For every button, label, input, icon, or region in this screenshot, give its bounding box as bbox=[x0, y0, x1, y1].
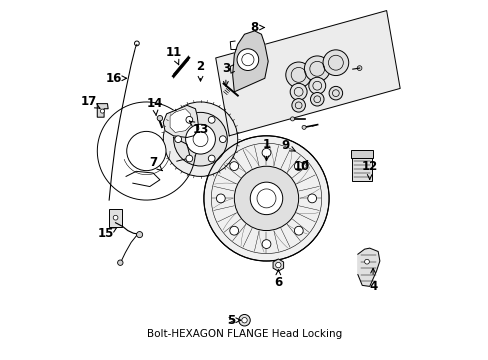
FancyBboxPatch shape bbox=[350, 150, 373, 158]
Circle shape bbox=[250, 182, 282, 215]
Text: 11: 11 bbox=[165, 46, 181, 65]
Circle shape bbox=[126, 131, 165, 171]
Text: 6: 6 bbox=[274, 270, 282, 289]
Text: 13: 13 bbox=[189, 121, 208, 135]
Circle shape bbox=[307, 194, 316, 203]
Circle shape bbox=[275, 262, 281, 268]
Circle shape bbox=[229, 162, 238, 171]
Text: 7: 7 bbox=[149, 156, 162, 171]
Text: 16: 16 bbox=[106, 72, 126, 85]
Circle shape bbox=[289, 84, 306, 100]
Circle shape bbox=[117, 260, 123, 265]
Polygon shape bbox=[170, 109, 190, 132]
Circle shape bbox=[185, 116, 192, 123]
Text: 3: 3 bbox=[222, 62, 229, 86]
Circle shape bbox=[219, 136, 226, 143]
Circle shape bbox=[308, 77, 325, 94]
Polygon shape bbox=[215, 10, 399, 136]
Circle shape bbox=[364, 259, 368, 264]
Circle shape bbox=[323, 50, 348, 76]
Circle shape bbox=[294, 226, 303, 235]
Text: 4: 4 bbox=[368, 268, 376, 293]
Text: 12: 12 bbox=[361, 160, 377, 179]
Text: 10: 10 bbox=[293, 160, 309, 173]
Circle shape bbox=[304, 56, 329, 82]
Circle shape bbox=[174, 136, 181, 143]
Circle shape bbox=[216, 194, 225, 203]
Circle shape bbox=[310, 93, 324, 106]
Text: 1: 1 bbox=[262, 138, 270, 161]
Circle shape bbox=[100, 109, 104, 113]
Circle shape bbox=[229, 226, 238, 235]
Circle shape bbox=[136, 231, 142, 238]
Circle shape bbox=[285, 62, 311, 88]
FancyBboxPatch shape bbox=[351, 155, 372, 181]
Text: 2: 2 bbox=[196, 60, 204, 81]
Polygon shape bbox=[163, 105, 199, 138]
Circle shape bbox=[185, 155, 192, 162]
Circle shape bbox=[208, 155, 215, 162]
Circle shape bbox=[208, 116, 215, 123]
Circle shape bbox=[294, 162, 303, 171]
Circle shape bbox=[203, 136, 328, 261]
Circle shape bbox=[302, 125, 305, 129]
Text: 8: 8 bbox=[250, 21, 264, 34]
Polygon shape bbox=[357, 248, 379, 287]
Polygon shape bbox=[232, 31, 267, 92]
Circle shape bbox=[241, 318, 247, 323]
Circle shape bbox=[262, 240, 270, 248]
Circle shape bbox=[113, 215, 118, 220]
Text: 9: 9 bbox=[281, 139, 295, 152]
Text: 17: 17 bbox=[81, 95, 100, 108]
Circle shape bbox=[237, 49, 258, 71]
Circle shape bbox=[290, 117, 294, 121]
Circle shape bbox=[328, 86, 342, 100]
Circle shape bbox=[157, 116, 163, 121]
Circle shape bbox=[291, 99, 305, 112]
Circle shape bbox=[185, 124, 215, 154]
Text: 14: 14 bbox=[146, 97, 163, 116]
Circle shape bbox=[238, 315, 250, 326]
Circle shape bbox=[356, 66, 361, 71]
Circle shape bbox=[262, 148, 270, 157]
Circle shape bbox=[234, 166, 298, 230]
Text: 5: 5 bbox=[226, 314, 241, 327]
FancyBboxPatch shape bbox=[109, 208, 122, 227]
Text: 15: 15 bbox=[98, 228, 117, 240]
Circle shape bbox=[163, 102, 237, 176]
Circle shape bbox=[173, 112, 227, 166]
Polygon shape bbox=[97, 104, 108, 117]
Text: Bolt-HEXAGON FLANGE Head Locking: Bolt-HEXAGON FLANGE Head Locking bbox=[146, 329, 342, 339]
